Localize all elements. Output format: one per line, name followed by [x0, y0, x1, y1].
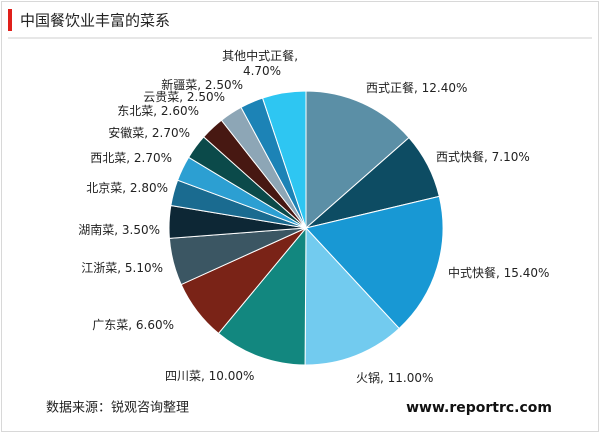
value-label: 10.00%	[209, 369, 255, 383]
value-label: 6.60%	[136, 318, 174, 332]
website: www.reportrc.com	[406, 400, 552, 416]
data-label: 云贵菜, 2.50%	[143, 90, 225, 104]
label-category: 北京菜	[86, 181, 122, 195]
value-label: 2.60%	[161, 104, 199, 118]
label-separator: ,	[117, 261, 125, 275]
data-label: 江浙菜, 5.10%	[81, 261, 163, 275]
value-label: 15.40%	[504, 266, 550, 280]
data-label: 东北菜, 2.60%	[117, 104, 199, 118]
label-separator: ,	[128, 318, 136, 332]
label-category: 火锅	[356, 370, 380, 385]
pie-slice	[305, 90, 410, 230]
value-label: 2.70%	[152, 126, 190, 140]
pie-slice	[305, 195, 444, 330]
value-label: 7.10%	[492, 150, 530, 164]
data-label: 四川菜, 10.00%	[165, 369, 254, 383]
label-separator: ,	[114, 223, 122, 237]
label-separator: ,	[484, 150, 492, 164]
source-note: 数据来源：锐观咨询整理	[46, 401, 189, 416]
label-category: 西式快餐	[436, 149, 484, 164]
label-category: 新疆菜	[161, 77, 197, 92]
pie-slice	[261, 90, 307, 229]
label-separator: ,	[496, 266, 504, 280]
data-label: 湖南菜, 3.50%	[78, 222, 160, 237]
label-separator: ,	[122, 181, 130, 195]
value-label: 2.80%	[130, 181, 168, 195]
label-separator: ,	[153, 104, 161, 118]
data-label: 新疆菜, 2.50%	[161, 77, 243, 92]
label-separator: ,	[414, 81, 422, 95]
label-category: 云贵菜	[143, 90, 179, 104]
label-category: 安徽菜	[108, 125, 144, 140]
label-separator: ,	[294, 49, 302, 63]
value-label: 4.70%	[243, 64, 281, 78]
data-label: 西式快餐, 7.10%	[436, 149, 530, 164]
label-category: 中式快餐	[448, 265, 496, 280]
data-label: 北京菜, 2.80%	[86, 181, 168, 195]
data-label: 其他中式正餐, 4.70%	[222, 48, 302, 78]
chart-title: 中国餐饮业丰富的菜系	[20, 12, 170, 30]
value-label: 5.10%	[125, 261, 163, 275]
data-label: 广东菜, 6.60%	[92, 318, 174, 332]
label-separator: ,	[197, 78, 205, 92]
label-category: 四川菜	[165, 369, 201, 383]
value-label: 2.50%	[187, 90, 225, 104]
title-accent	[8, 9, 12, 31]
value-label: 2.50%	[205, 78, 243, 92]
label-separator: ,	[126, 151, 134, 165]
label-category: 其他中式正餐	[222, 48, 294, 63]
data-label: 火锅, 11.00%	[356, 370, 433, 385]
label-separator: ,	[144, 126, 152, 140]
label-category: 江浙菜	[81, 261, 117, 275]
label-separator: ,	[380, 371, 388, 385]
value-label: 2.70%	[134, 151, 172, 165]
data-label: 西式正餐, 12.40%	[366, 80, 467, 95]
pie-slice	[217, 226, 307, 366]
value-label: 12.40%	[422, 81, 468, 95]
data-label: 西北菜, 2.70%	[90, 151, 172, 165]
pie-slice	[304, 226, 400, 366]
label-category: 西式正餐	[366, 80, 414, 95]
data-label: 安徽菜, 2.70%	[108, 125, 190, 140]
data-label: 中式快餐, 15.40%	[448, 265, 549, 280]
value-label: 11.00%	[388, 371, 434, 385]
value-label: 3.50%	[122, 223, 160, 237]
label-separator: ,	[201, 369, 209, 383]
label-category: 东北菜	[117, 104, 153, 118]
label-category: 西北菜	[90, 151, 126, 165]
label-separator: ,	[179, 90, 187, 104]
label-category: 广东菜	[92, 318, 128, 332]
label-category: 湖南菜	[78, 222, 114, 237]
